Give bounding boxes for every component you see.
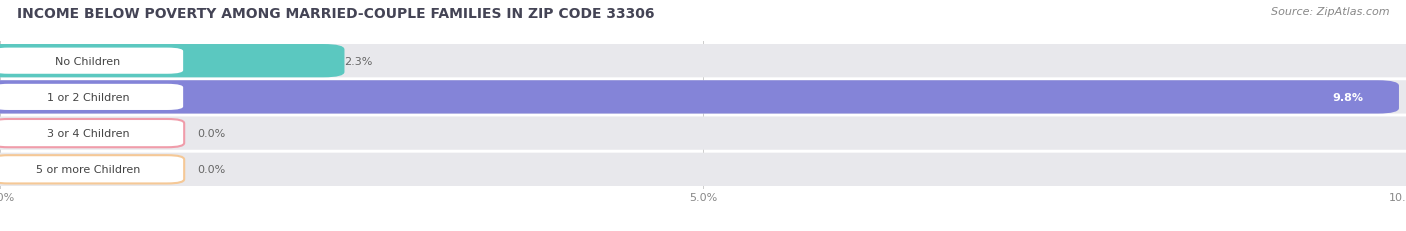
FancyBboxPatch shape [0, 117, 1406, 150]
FancyBboxPatch shape [0, 119, 184, 148]
FancyBboxPatch shape [0, 81, 1406, 114]
FancyBboxPatch shape [0, 81, 1399, 114]
FancyBboxPatch shape [0, 45, 1406, 78]
FancyBboxPatch shape [0, 47, 184, 76]
Text: 0.0%: 0.0% [197, 128, 225, 139]
FancyBboxPatch shape [0, 155, 184, 184]
Text: 5 or more Children: 5 or more Children [35, 165, 141, 175]
Text: 2.3%: 2.3% [344, 56, 373, 66]
Text: No Children: No Children [55, 56, 121, 66]
Text: 1 or 2 Children: 1 or 2 Children [46, 92, 129, 103]
FancyBboxPatch shape [0, 83, 184, 112]
Text: INCOME BELOW POVERTY AMONG MARRIED-COUPLE FAMILIES IN ZIP CODE 33306: INCOME BELOW POVERTY AMONG MARRIED-COUPL… [17, 7, 654, 21]
Text: Source: ZipAtlas.com: Source: ZipAtlas.com [1271, 7, 1389, 17]
FancyBboxPatch shape [0, 153, 1406, 186]
Text: 0.0%: 0.0% [197, 165, 225, 175]
Text: 9.8%: 9.8% [1333, 92, 1364, 103]
FancyBboxPatch shape [0, 45, 344, 78]
Text: 3 or 4 Children: 3 or 4 Children [46, 128, 129, 139]
